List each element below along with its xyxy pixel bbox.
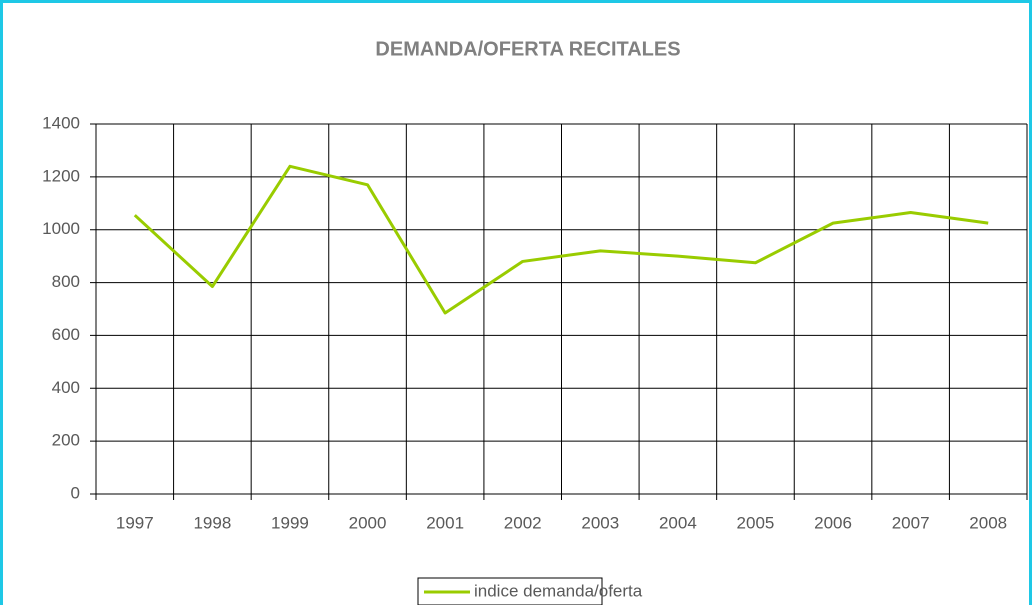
chart-title: DEMANDA/OFERTA RECITALES — [375, 38, 680, 60]
line-series — [133, 164, 989, 315]
x-tick-label: 1997 — [116, 513, 154, 532]
y-tick-label: 400 — [52, 378, 80, 397]
y-tick-label: 600 — [52, 325, 80, 344]
x-tick-label: 2008 — [969, 513, 1007, 532]
x-tick-label: 1999 — [271, 513, 309, 532]
y-tick-label: 800 — [52, 272, 80, 291]
x-tick-label: 2004 — [659, 513, 697, 532]
x-tick-label: 2002 — [504, 513, 542, 532]
legend-label: indice demanda/oferta — [474, 581, 643, 600]
x-tick-label: 2003 — [581, 513, 619, 532]
y-tick-label: 1000 — [42, 219, 80, 238]
y-tick-label: 0 — [71, 483, 80, 502]
x-tick-label: 2005 — [737, 513, 775, 532]
y-tick-label: 1400 — [42, 113, 80, 132]
y-tick-label: 200 — [52, 431, 80, 450]
x-tick-label: 2001 — [426, 513, 464, 532]
y-tick-label: 1200 — [42, 166, 80, 185]
x-tick-label: 2000 — [349, 513, 387, 532]
x-tick-label: 1998 — [193, 513, 231, 532]
x-tick-label: 2006 — [814, 513, 852, 532]
x-tick-label: 2007 — [892, 513, 930, 532]
